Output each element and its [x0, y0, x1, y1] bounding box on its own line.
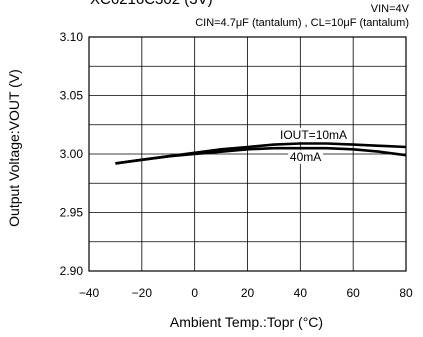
x-tick-label: 0 [191, 286, 198, 300]
y-tick-label: 3.05 [60, 89, 84, 103]
x-tick-label: 60 [346, 286, 360, 300]
x-tick-label: −20 [132, 286, 153, 300]
vin-condition: VIN=4V [370, 3, 409, 15]
y-tick-label: 2.90 [60, 264, 84, 278]
y-tick-label: 2.95 [60, 206, 84, 220]
x-tick-label: 80 [399, 286, 413, 300]
y-tick-label: 3.00 [60, 147, 84, 161]
annotation-bg [288, 150, 324, 165]
series-line-0 [115, 142, 407, 165]
annotation-bg [278, 127, 349, 142]
x-tick-label: 40 [294, 286, 308, 300]
annotation-label: 40mA [290, 150, 321, 164]
x-tick-label: 20 [241, 286, 255, 300]
chart-title: XC6216C302 (3V) [90, 0, 213, 8]
series-line-1 [115, 146, 407, 165]
x-axis-label: Ambient Temp.:Topr (°C) [169, 314, 324, 330]
y-tick-label: 3.10 [60, 30, 84, 44]
annotation-label: IOUT=10mA [280, 128, 347, 142]
x-tick-label: −40 [79, 286, 100, 300]
capacitor-condition: CIN=4.7μF (tantalum) , CL=10μF (tantalum… [195, 17, 409, 29]
